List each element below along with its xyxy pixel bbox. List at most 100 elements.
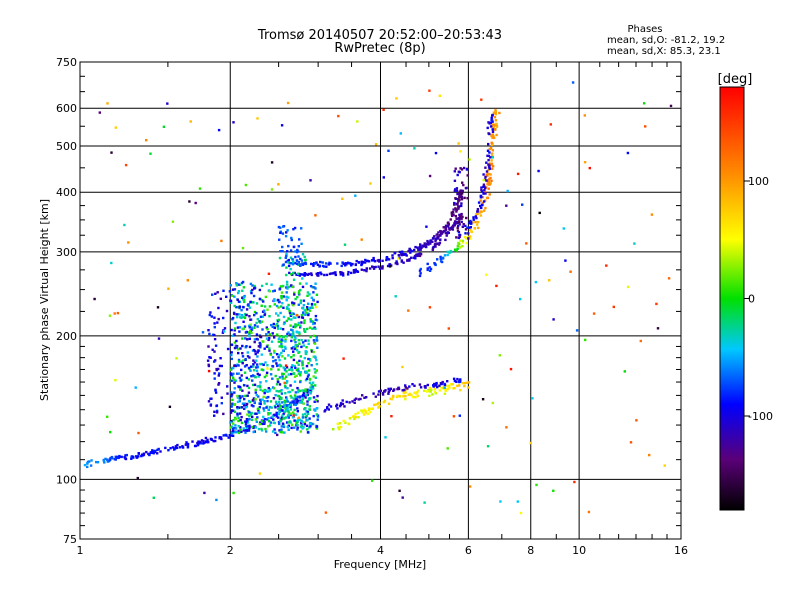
data-point [260, 362, 264, 366]
data-point [262, 363, 265, 366]
data-point [293, 293, 296, 296]
data-point [215, 498, 218, 502]
data-point [231, 426, 235, 430]
data-point [479, 214, 483, 217]
data-point [245, 418, 249, 421]
data-point [276, 380, 280, 384]
data-point [206, 440, 210, 444]
data-point [452, 415, 456, 418]
data-point [280, 344, 283, 348]
data-point [217, 128, 221, 132]
data-point [306, 403, 309, 406]
data-point [293, 380, 297, 383]
data-point [529, 441, 532, 445]
data-point [230, 328, 233, 332]
data-point [310, 302, 314, 306]
data-point [284, 340, 287, 343]
data-point [240, 314, 244, 317]
data-point [140, 454, 143, 458]
data-point [426, 268, 429, 272]
data-point [83, 463, 87, 467]
data-point [294, 391, 297, 394]
data-point [357, 261, 361, 264]
data-point [245, 364, 248, 367]
data-point [252, 301, 255, 304]
data-point [412, 395, 415, 399]
data-point [243, 371, 247, 374]
data-point [367, 408, 371, 411]
data-point [648, 453, 651, 457]
data-point [457, 220, 461, 223]
data-point [294, 323, 297, 326]
data-point [287, 413, 290, 417]
data-point [278, 363, 281, 367]
data-point [387, 387, 390, 391]
data-point [277, 420, 281, 424]
data-point [268, 389, 271, 393]
data-point [429, 240, 432, 243]
y-tick-label: 750 [56, 56, 77, 69]
data-point [398, 250, 402, 254]
data-point [296, 400, 299, 403]
data-point [391, 254, 394, 257]
data-point [286, 287, 289, 290]
data-point [249, 365, 253, 368]
data-point [303, 389, 306, 393]
data-point [280, 297, 283, 300]
data-point [242, 286, 246, 289]
data-point [251, 379, 254, 382]
data-point [264, 295, 268, 299]
data-point [234, 379, 237, 382]
data-point [453, 222, 456, 225]
data-point [213, 360, 216, 363]
data-point [311, 387, 315, 390]
data-point [348, 417, 352, 420]
data-point [306, 291, 310, 294]
data-point [258, 341, 261, 345]
data-point [289, 408, 293, 411]
data-point [363, 261, 367, 264]
data-point [214, 391, 218, 394]
data-point [285, 254, 288, 258]
data-point [240, 374, 243, 377]
data-point [562, 227, 565, 230]
data-point [300, 321, 303, 324]
data-point [312, 375, 315, 378]
data-point [440, 386, 443, 389]
data-point [426, 383, 429, 387]
data-point [438, 94, 441, 97]
data-point [238, 385, 242, 389]
data-point [249, 318, 252, 321]
data-point [316, 407, 319, 410]
data-point [290, 372, 293, 376]
data-point [315, 362, 319, 366]
data-point [276, 333, 279, 336]
data-point [265, 430, 268, 433]
data-point [242, 315, 245, 318]
data-point [306, 393, 309, 397]
data-point [259, 385, 262, 389]
data-point [260, 304, 263, 307]
data-point [392, 394, 395, 398]
data-point [453, 387, 456, 390]
data-point [267, 395, 270, 399]
data-point [446, 387, 449, 391]
data-point [312, 264, 315, 267]
data-point [270, 323, 273, 327]
data-point [246, 338, 249, 341]
data-point [489, 173, 492, 176]
data-point [300, 273, 303, 276]
data-point [257, 375, 260, 378]
data-point [312, 350, 315, 354]
data-point [375, 403, 378, 406]
data-point [426, 267, 429, 270]
data-point [232, 409, 235, 412]
data-point [487, 168, 490, 172]
data-point [299, 355, 302, 358]
data-point [321, 261, 324, 264]
data-point [282, 295, 285, 298]
data-point [592, 312, 596, 315]
data-point [282, 425, 286, 429]
data-point [216, 291, 219, 294]
data-point [228, 290, 232, 293]
